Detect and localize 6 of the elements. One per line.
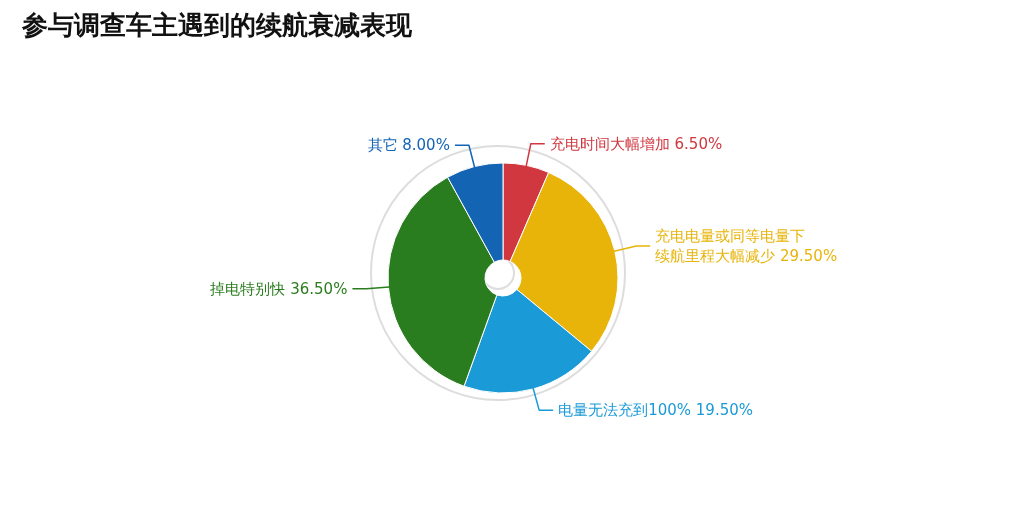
slice-label: 充电时间大幅增加 6.50% xyxy=(549,134,723,153)
slice-label: 其它 8.00% xyxy=(367,136,450,155)
slice-label: 充电电量或同等电量下续航里程大幅减少 29.50% xyxy=(655,227,838,266)
slice-label: 掉电特别快 36.50% xyxy=(210,279,348,298)
chart-title: 参与调查车主遇到的续航衰减表现 xyxy=(22,9,412,42)
slice-label: 电量无法充到100% 19.50% xyxy=(558,401,754,420)
